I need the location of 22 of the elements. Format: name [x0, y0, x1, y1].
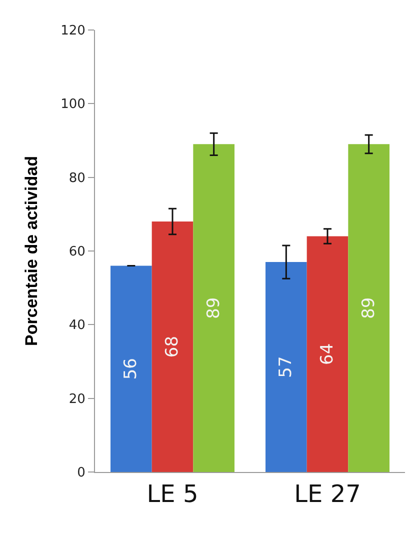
- y-tick-label: 40: [68, 318, 86, 334]
- x-tick-label: LE 5: [146, 480, 198, 508]
- data-label: 89: [204, 297, 224, 319]
- bar: [348, 144, 390, 472]
- data-label: 57: [276, 356, 296, 378]
- bar: [266, 262, 307, 472]
- bar: [306, 236, 348, 472]
- y-tick-label: 100: [60, 97, 86, 112]
- y-axis-title: Porcentaie de actividad: [22, 156, 42, 346]
- bar: [152, 222, 194, 472]
- bar: [110, 266, 152, 472]
- data-label: 56: [121, 358, 142, 380]
- data-label: 64: [318, 343, 338, 365]
- y-tick-label: 60: [68, 244, 86, 260]
- y-tick-label: 120: [60, 24, 86, 39]
- y-tick-label: 20: [68, 392, 86, 407]
- bar: [193, 144, 234, 472]
- data-label: 68: [162, 336, 182, 358]
- y-tick-label: 80: [68, 170, 86, 186]
- x-tick-label: LE 27: [294, 480, 361, 508]
- data-label: 89: [358, 297, 379, 319]
- y-tick-label: 0: [77, 466, 86, 481]
